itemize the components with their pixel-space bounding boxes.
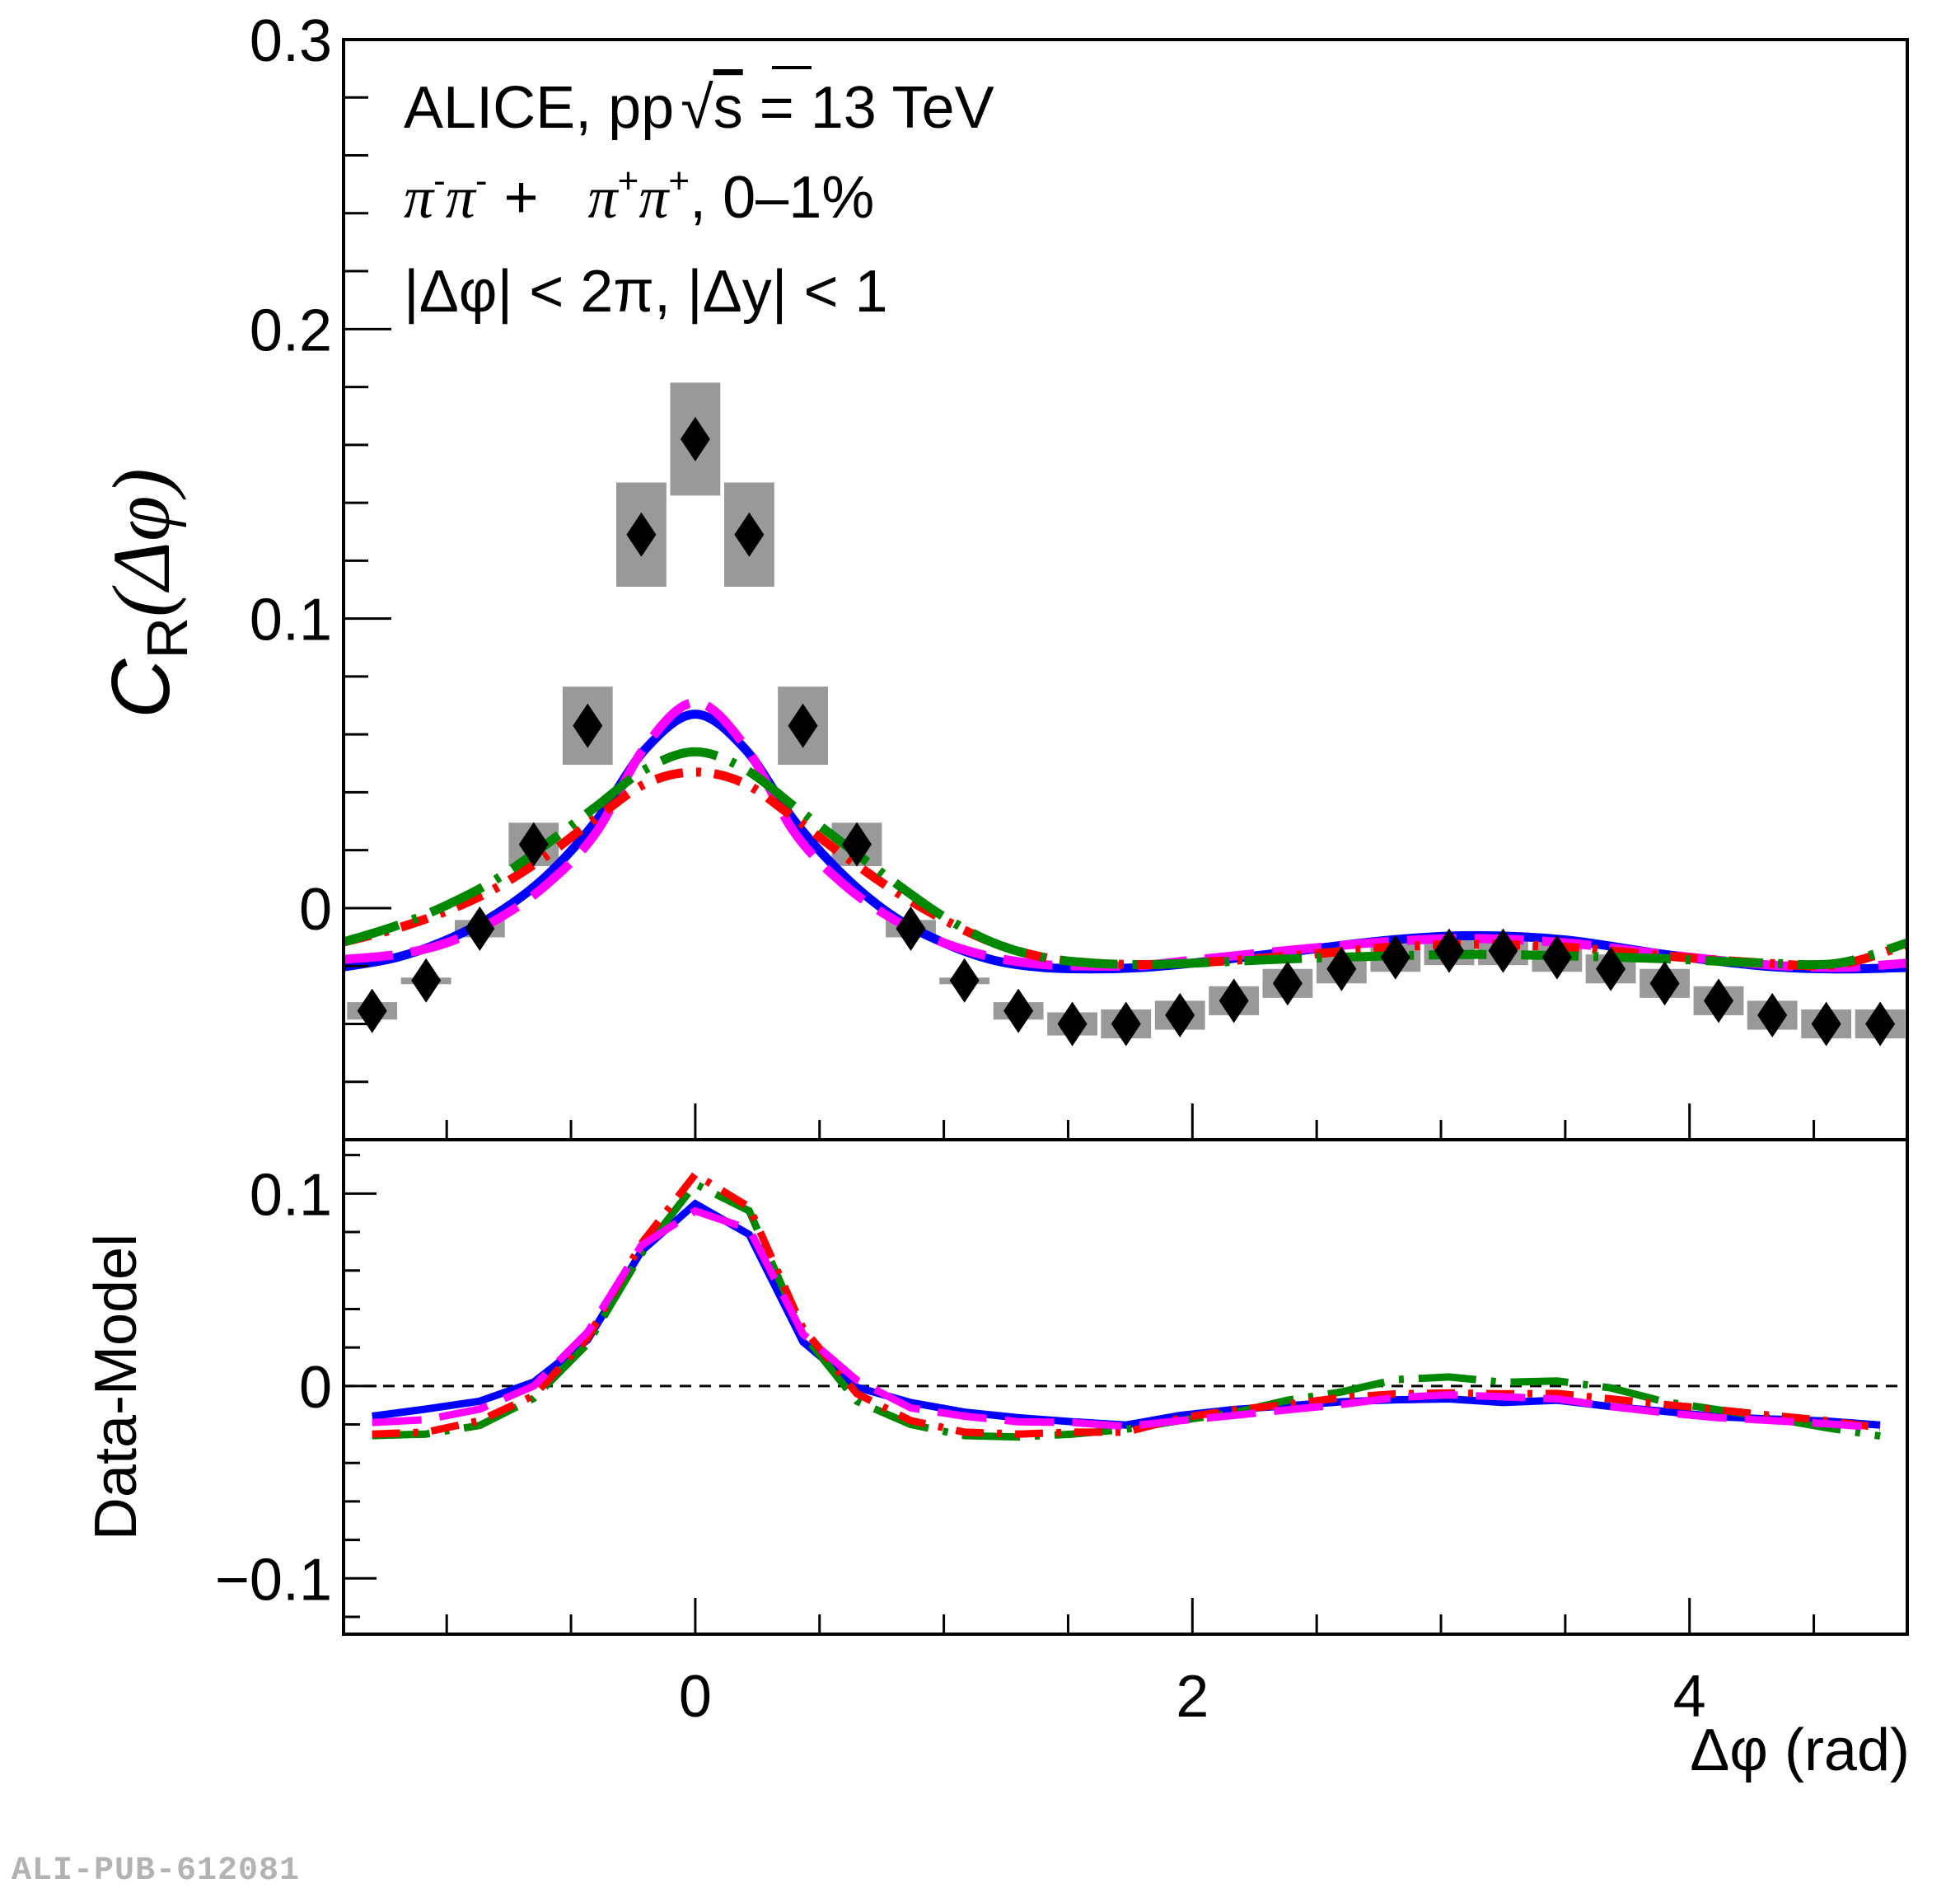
data-point <box>1865 1001 1896 1047</box>
y-tick-label: 0.3 <box>250 8 332 74</box>
data-point <box>1219 978 1249 1024</box>
curve-model-green <box>342 747 1909 970</box>
data-point <box>1811 1001 1841 1047</box>
data-point <box>518 822 549 867</box>
lower-y-axis-title: Data-Model <box>83 1234 149 1540</box>
upper-panel: 0 0.1 0.2 0.3 ALICE, pp √s = 13 TeV π-π- + π… <box>95 8 1909 1141</box>
data-point <box>1541 935 1572 980</box>
data-point <box>734 512 765 557</box>
x-tick-label: 4 <box>1673 1664 1706 1730</box>
upper-y-tick-labels: 0 0.1 0.2 0.3 <box>250 8 332 943</box>
data-point <box>1272 961 1303 1006</box>
publication-id: ALI-PUB-612081 <box>12 1853 301 1890</box>
data-point <box>842 822 872 867</box>
sqrt-s: s <box>713 75 743 141</box>
data-point <box>1111 1001 1141 1047</box>
y-tick-label: 0 <box>299 1355 332 1421</box>
y-tick-label: 0.1 <box>250 588 332 654</box>
difference-model-magenta <box>372 1206 1881 1431</box>
y-tick-label: 0.1 <box>250 1162 332 1228</box>
data-point <box>680 416 710 461</box>
data-point <box>357 988 387 1033</box>
x-axis-title: Δφ (rad) <box>1690 1717 1910 1783</box>
data-point <box>788 703 818 748</box>
annotation: ALICE, pp √s = 13 TeV π-π- + π+π+, 0–1% |… <box>404 66 994 325</box>
data-point <box>896 906 926 951</box>
difference-model-green <box>372 1179 1881 1441</box>
lower-y-tick-labels: −0.1 0 0.1 <box>215 1162 332 1613</box>
difference-curves <box>372 1169 1881 1441</box>
difference-model-blue <box>372 1199 1881 1429</box>
x-tick-labels: 0 2 4 <box>679 1664 1706 1730</box>
systematic-boxes <box>347 382 1906 1039</box>
data-point <box>1380 935 1410 980</box>
data-point <box>949 958 980 1003</box>
y-tick-label: −0.1 <box>215 1547 332 1613</box>
annotation-line-3: |Δφ| < 2π, |Δy| < 1 <box>404 259 888 325</box>
data-point <box>465 906 495 951</box>
data-point <box>1326 946 1357 991</box>
data-point <box>1057 1001 1088 1047</box>
upper-axis-ticks <box>344 38 1816 1141</box>
data-point <box>1757 992 1788 1038</box>
lower-frame <box>342 1138 1909 1636</box>
data-point <box>1488 928 1518 973</box>
lower-panel: −0.1 0 0.1 0 2 4 Data-Model Δφ (rad) <box>83 1138 1910 1783</box>
x-tick-label: 2 <box>1176 1664 1209 1730</box>
upper-y-axis-title: CR(Δφ) <box>95 468 199 718</box>
data-point <box>573 703 603 748</box>
annotation-line-2: π-π- + π+π+, 0–1% <box>404 161 874 231</box>
difference-model-red <box>372 1169 1881 1438</box>
data-points <box>357 416 1896 1047</box>
data-point <box>1003 988 1034 1033</box>
y-tick-label: 0.2 <box>250 297 332 363</box>
model-curves <box>342 698 1909 974</box>
x-tick-label: 0 <box>679 1664 712 1730</box>
curve-model-red <box>342 767 1909 971</box>
data-point <box>1649 961 1680 1006</box>
annotation-line-1: ALICE, pp √s = 13 TeV <box>404 75 994 141</box>
data-point <box>626 512 657 557</box>
data-point <box>1165 992 1195 1038</box>
data-point <box>1596 946 1626 991</box>
lower-axis-ticks <box>344 1154 1816 1634</box>
data-point <box>1704 978 1734 1024</box>
data-point <box>1434 928 1464 973</box>
y-tick-label: 0 <box>299 877 332 943</box>
data-point <box>411 958 442 1003</box>
